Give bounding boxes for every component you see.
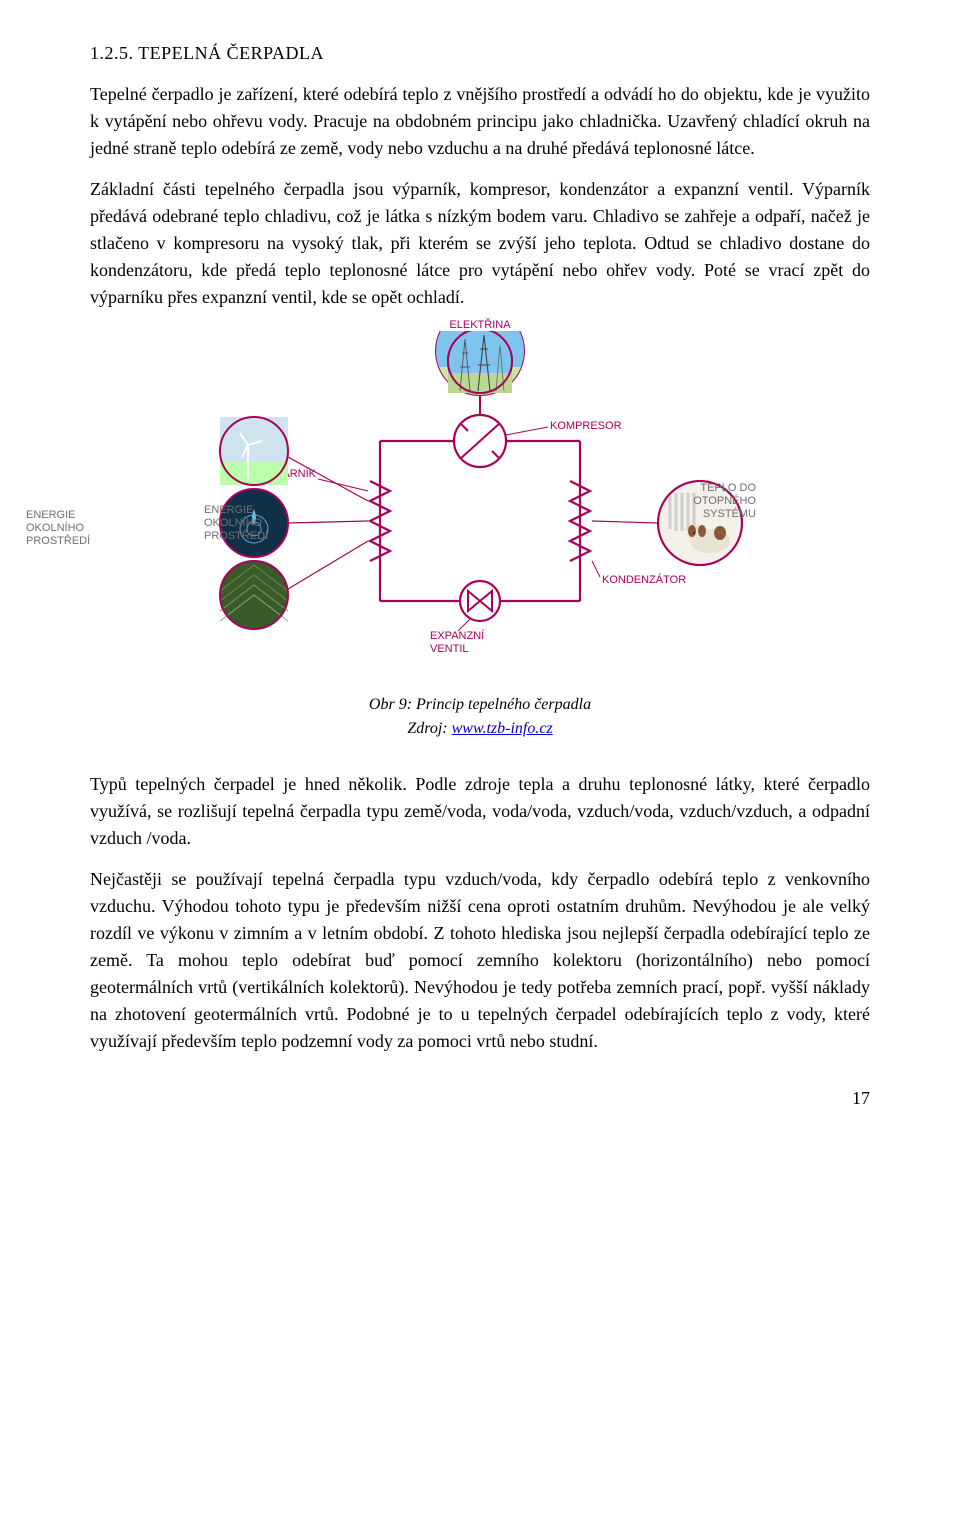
lbl-right2: OTOPNÉHO — [693, 494, 756, 507]
paragraph-4: Nejčastěji se používají tepelná čerpadla… — [90, 866, 870, 1055]
caption-title: Obr 9: Princip tepelného čerpadla — [369, 696, 591, 713]
lbl-left1: ENERGIE — [204, 504, 254, 516]
page-number: 17 — [90, 1085, 870, 1112]
figure-caption: Obr 9: Princip tepelného čerpadla Zdroj:… — [90, 693, 870, 741]
lbl-ventil: VENTIL — [430, 643, 469, 655]
paragraph-3: Typů tepelných čerpadel je hned několik.… — [90, 771, 870, 852]
lbl-expanzni: EXPANZNÍ — [430, 629, 485, 642]
section-heading: 1.2.5. TEPELNÁ ČERPADLA — [90, 40, 870, 67]
caption-source-link[interactable]: www.tzb-info.cz — [452, 720, 553, 737]
lbl-kompresor: KOMPRESOR — [550, 420, 622, 432]
lbl-left2: OKOLNÍHO — [204, 516, 263, 529]
paragraph-1: Tepelné čerpadlo je zařízení, které odeb… — [90, 81, 870, 162]
lbl-right3: SYSTÉMU — [703, 507, 756, 520]
caption-source-prefix: Zdroj: — [407, 720, 451, 737]
lbl-kondenzator: KONDENZÁTOR — [602, 573, 686, 586]
lbl-left3: PROSTŘEDÍ — [204, 529, 269, 542]
lbl-right1: TEPLO DO — [700, 482, 756, 494]
lbl-left-block: ENERGIE OKOLNÍHO PROSTŘEDÍ — [26, 509, 90, 548]
paragraph-2: Základní části tepelného čerpadla jsou v… — [90, 176, 870, 311]
heat-pump-diagram: ELEKTŘINA KOMPRESOR VÝPARNÍK KONDENZÁTOR… — [90, 331, 870, 679]
lbl-elektrina: ELEKTŘINA — [449, 331, 511, 332]
